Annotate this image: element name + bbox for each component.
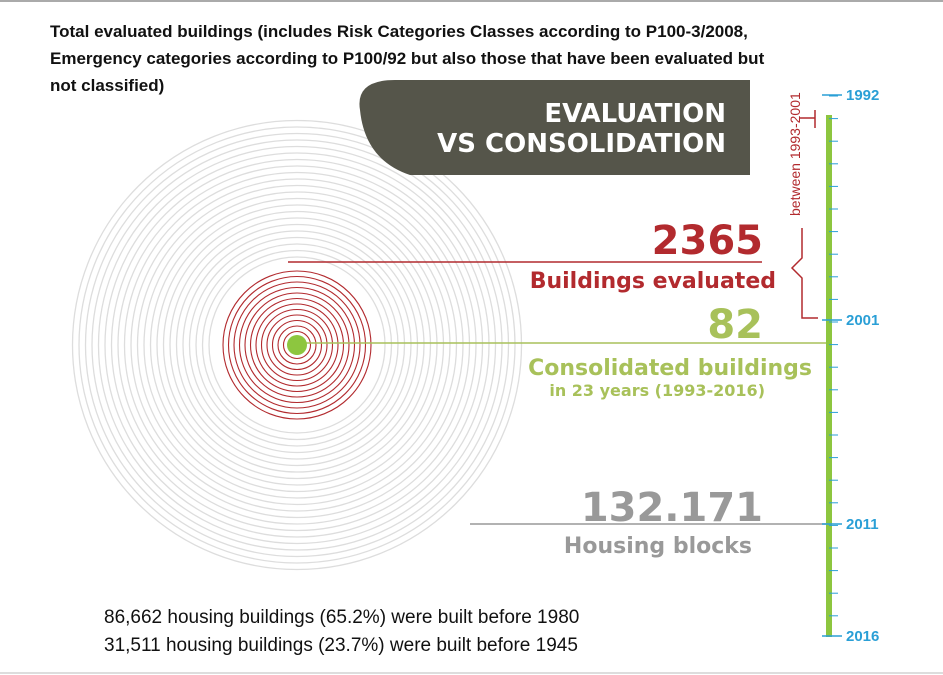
- year-label: 1992: [846, 87, 879, 104]
- ring: [71, 119, 523, 571]
- timeline-bar: [826, 115, 832, 637]
- red-ring: [260, 308, 334, 382]
- red-ring: [255, 303, 339, 387]
- year-label: 2016: [846, 628, 879, 645]
- ring: [78, 126, 516, 564]
- center-dot: [287, 335, 307, 355]
- stat-value: 82: [707, 302, 763, 348]
- red-ring: [271, 319, 323, 371]
- bracket-label: between 1993-2001: [787, 92, 803, 216]
- ring: [123, 171, 471, 519]
- ring: [175, 223, 419, 467]
- panel-title: EVALUATION: [544, 99, 726, 129]
- ring: [110, 158, 484, 532]
- ring: [201, 249, 393, 441]
- title: not classified): [50, 76, 164, 95]
- ring: [162, 210, 432, 480]
- ring: [182, 230, 412, 460]
- ring: [84, 132, 510, 558]
- ring: [169, 217, 425, 473]
- stat-label: Buildings evaluated: [530, 269, 776, 294]
- panel-title: VS CONSOLIDATION: [437, 129, 726, 159]
- stat-label: Housing blocks: [564, 534, 752, 559]
- ring: [130, 178, 464, 512]
- stat-value: 132.171: [581, 485, 763, 531]
- red-ring: [233, 281, 361, 409]
- stat-value: 2365: [652, 218, 763, 264]
- red-ring: [282, 330, 312, 360]
- year-label: 2011: [846, 516, 879, 533]
- red-ring: [249, 297, 345, 393]
- note: 86,662 housing buildings (65.2%) were bu…: [104, 607, 579, 628]
- ring: [136, 184, 458, 506]
- ring: [97, 145, 497, 545]
- stat-label: Consolidated buildings: [528, 356, 812, 381]
- ring: [156, 204, 438, 486]
- red-ring: [266, 314, 328, 376]
- ring: [149, 197, 445, 493]
- ring: [91, 139, 503, 551]
- ring: [117, 165, 477, 525]
- rings: [71, 119, 523, 571]
- ring: [143, 191, 451, 499]
- red-ring: [227, 275, 367, 415]
- red-ring: [222, 270, 372, 420]
- timeline-ticks: 1992 2001 2011 2016: [822, 87, 879, 645]
- red-ring: [277, 325, 317, 365]
- year-label: 2001: [846, 312, 879, 329]
- ring: [195, 243, 399, 447]
- red-ring: [238, 286, 356, 404]
- title: Emergency categories according to P100/9…: [50, 49, 765, 68]
- red-ring: [244, 292, 350, 398]
- ring: [104, 152, 490, 538]
- stat-sublabel: in 23 years (1993-2016): [549, 381, 765, 400]
- note: 31,511 housing buildings (23.7%) were bu…: [104, 635, 578, 656]
- title: Total evaluated buildings (includes Risk…: [50, 22, 748, 41]
- ring: [188, 236, 406, 454]
- panel: [359, 80, 750, 175]
- bracket: [790, 110, 818, 319]
- ring: [208, 256, 386, 434]
